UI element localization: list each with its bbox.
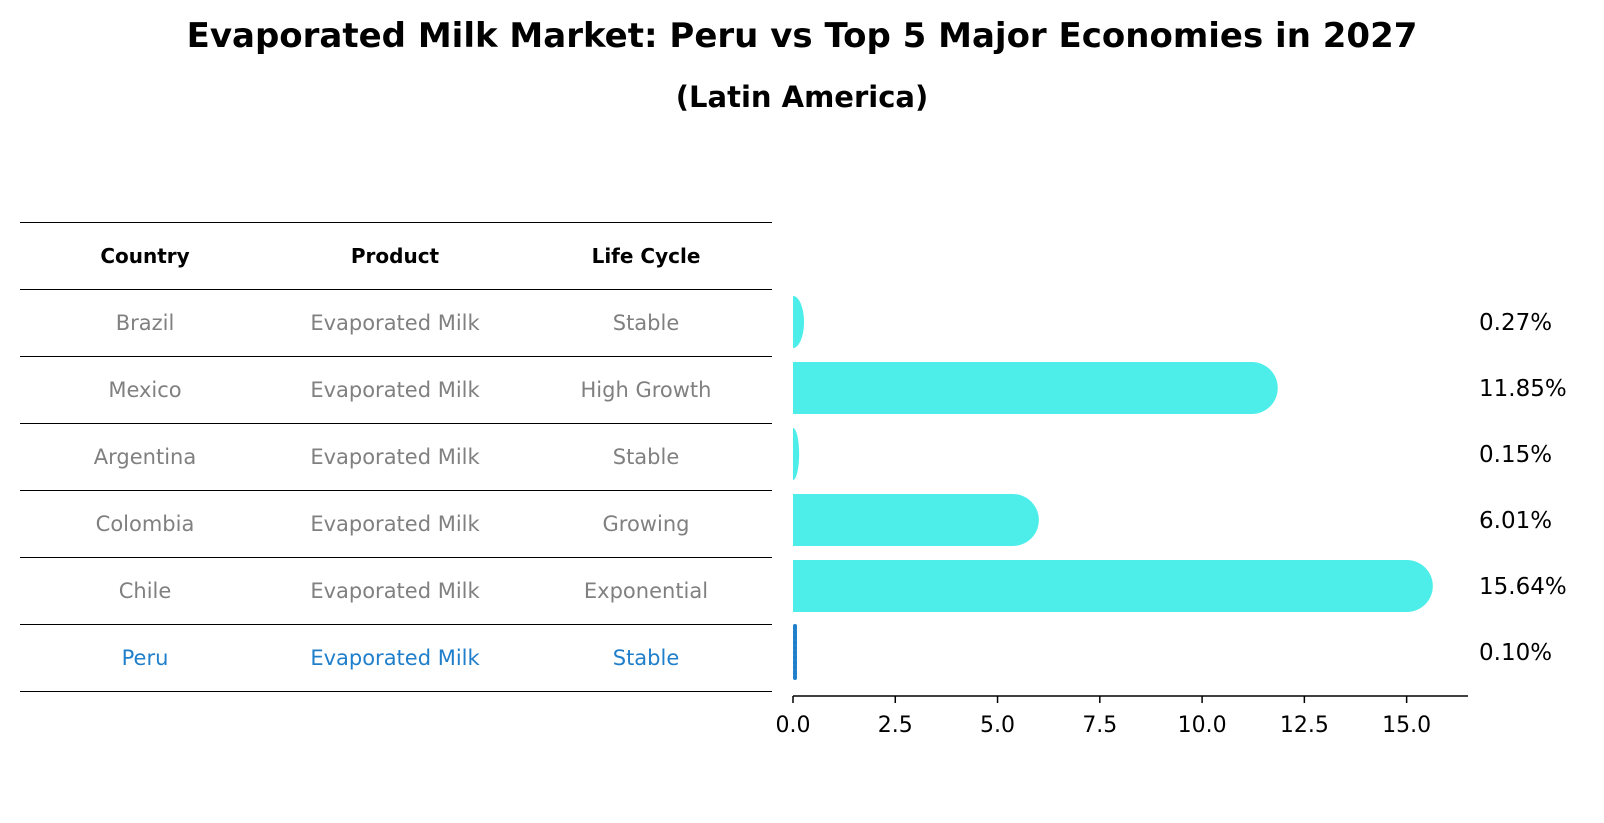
life-cycle-cell: Stable	[612, 311, 680, 335]
product-cell: Evaporated Milk	[310, 646, 480, 670]
bar-mexico	[793, 362, 1278, 414]
x-tick-label: 7.5	[1082, 713, 1117, 738]
country-cell: Chile	[118, 579, 172, 603]
x-tick-label: 15.0	[1382, 713, 1431, 738]
value-label: 0.27%	[1479, 310, 1552, 336]
bar-colombia	[793, 494, 1039, 546]
country-cell: Colombia	[95, 512, 195, 536]
table-header-row: Country Product Life Cycle	[20, 222, 772, 289]
value-label: 0.10%	[1479, 640, 1552, 666]
value-label: 15.64%	[1479, 574, 1567, 600]
bar-chile	[793, 560, 1433, 612]
value-label: 6.01%	[1479, 508, 1552, 534]
x-tick-label: 2.5	[878, 713, 913, 738]
country-cell: Peru	[121, 646, 169, 670]
chart-title: Evaporated Milk Market: Peru vs Top 5 Ma…	[186, 16, 1418, 56]
header-life-cycle: Life Cycle	[591, 244, 701, 268]
product-cell: Evaporated Milk	[310, 512, 480, 536]
bar-brazil	[793, 296, 805, 348]
x-tick-label: 10.0	[1178, 713, 1227, 738]
table-row: Argentina Evaporated Milk Stable	[20, 423, 772, 490]
life-cycle-cell: High Growth	[580, 378, 712, 402]
table-row: Mexico Evaporated Milk High Growth	[20, 356, 772, 423]
country-cell: Brazil	[115, 311, 175, 335]
product-cell: Evaporated Milk	[310, 445, 480, 469]
value-label: 0.15%	[1479, 442, 1552, 468]
product-cell: Evaporated Milk	[310, 311, 480, 335]
table-row: Chile Evaporated Milk Exponential	[20, 557, 772, 624]
country-table: Country Product Life Cycle Brazil Evapor…	[20, 222, 772, 692]
life-cycle-cell: Stable	[612, 445, 680, 469]
product-cell: Evaporated Milk	[310, 579, 480, 603]
chart-subtitle: (Latin America)	[675, 80, 929, 114]
bar-argentina	[793, 428, 800, 480]
life-cycle-cell: Growing	[602, 512, 690, 536]
x-tick-label: 12.5	[1280, 713, 1329, 738]
x-tick-label: 5.0	[980, 713, 1015, 738]
table-row: Colombia Evaporated Milk Growing	[20, 490, 772, 557]
table-row-highlighted: Peru Evaporated Milk Stable	[20, 624, 772, 692]
life-cycle-cell: Exponential	[583, 579, 709, 603]
product-cell: Evaporated Milk	[310, 378, 480, 402]
country-cell: Mexico	[108, 378, 182, 402]
table-row: Brazil Evaporated Milk Stable	[20, 289, 772, 356]
header-product: Product	[350, 244, 440, 268]
x-tick-label: 0.0	[776, 713, 811, 738]
value-label: 11.85%	[1479, 376, 1567, 402]
country-cell: Argentina	[93, 445, 197, 469]
life-cycle-cell: Stable	[612, 646, 680, 670]
header-country: Country	[100, 244, 190, 268]
